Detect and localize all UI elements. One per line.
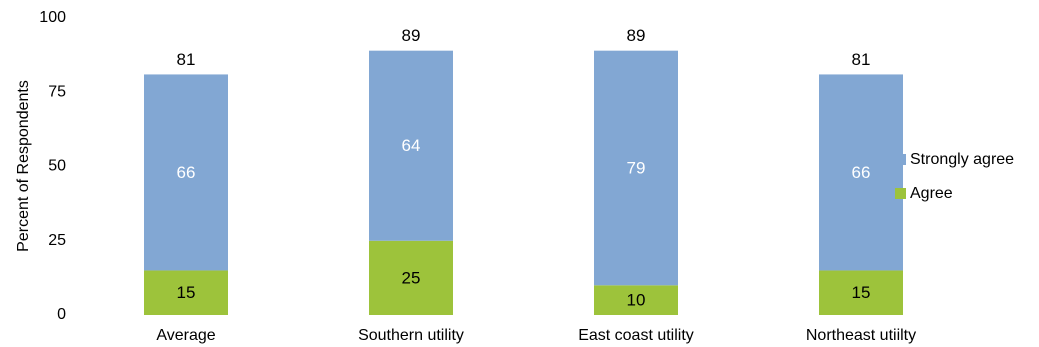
legend-swatch [895, 188, 906, 199]
bar-segment-agree [144, 270, 228, 315]
total-label: 81 [177, 50, 196, 69]
data-label: 64 [402, 136, 421, 155]
x-tick-label: East coast utility [578, 327, 694, 344]
legend: Strongly agree Agree [895, 151, 1014, 202]
y-axis-label: Percent of Respondents [15, 80, 32, 252]
y-axis-ticks: 0 25 50 75 100 [39, 9, 66, 323]
data-label: 66 [177, 163, 196, 182]
bar-segment-strongly-agree [144, 74, 228, 271]
bar-segment-agree [819, 270, 903, 315]
y-tick-label: 25 [48, 232, 66, 249]
x-tick-label: Average [156, 327, 215, 344]
data-label: 79 [627, 158, 646, 177]
y-tick-label: 100 [39, 9, 66, 26]
bar-segment-agree [594, 285, 678, 315]
bar-segment-agree [369, 240, 453, 315]
bars-group: 15 66 81 25 64 89 10 79 89 15 66 81 [144, 26, 903, 315]
x-tick-label: Southern utility [358, 327, 464, 344]
y-tick-label: 0 [57, 306, 66, 323]
x-tick-label: Northeast utiilty [806, 327, 916, 344]
data-label: 25 [402, 268, 421, 287]
legend-label: Agree [910, 185, 953, 202]
y-tick-label: 75 [48, 83, 66, 100]
y-tick-label: 50 [48, 158, 66, 175]
bar-segment-strongly-agree [819, 74, 903, 271]
x-axis-labels: Average Southern utility East coast utilit… [156, 327, 916, 344]
legend-swatch [895, 154, 906, 165]
bar-segment-strongly-agree [369, 50, 453, 241]
data-label: 66 [852, 163, 871, 182]
data-label: 15 [852, 283, 871, 302]
data-label: 15 [177, 283, 196, 302]
total-label: 89 [627, 26, 646, 45]
total-label: 89 [402, 26, 421, 45]
total-label: 81 [852, 50, 871, 69]
data-label: 10 [627, 291, 646, 310]
legend-label: Strongly agree [910, 151, 1014, 168]
bar-segment-strongly-agree [594, 50, 678, 286]
